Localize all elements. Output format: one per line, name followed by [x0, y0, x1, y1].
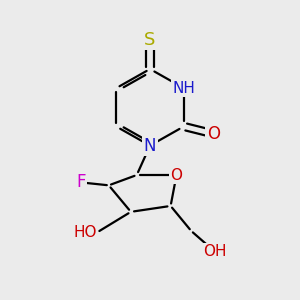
Text: S: S — [144, 31, 156, 49]
Text: O: O — [207, 125, 220, 143]
Text: N: N — [144, 136, 156, 154]
Text: O: O — [170, 167, 182, 182]
Text: F: F — [76, 173, 86, 191]
Text: NH: NH — [172, 81, 195, 96]
Text: OH: OH — [203, 244, 226, 259]
Text: HO: HO — [74, 225, 97, 240]
